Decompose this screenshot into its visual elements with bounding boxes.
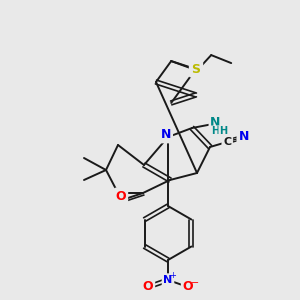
- Text: O: O: [183, 280, 193, 293]
- Text: N: N: [164, 275, 172, 285]
- Text: −: −: [191, 278, 199, 288]
- Text: S: S: [191, 63, 200, 76]
- Text: O: O: [116, 190, 126, 202]
- Text: N: N: [161, 128, 171, 142]
- Text: H: H: [211, 126, 219, 136]
- Text: N: N: [238, 130, 249, 143]
- Text: C: C: [223, 137, 231, 147]
- Text: O: O: [143, 280, 153, 293]
- Text: +: +: [169, 271, 176, 280]
- Text: S: S: [192, 61, 201, 74]
- Text: N: N: [210, 116, 220, 130]
- Text: H: H: [219, 126, 227, 136]
